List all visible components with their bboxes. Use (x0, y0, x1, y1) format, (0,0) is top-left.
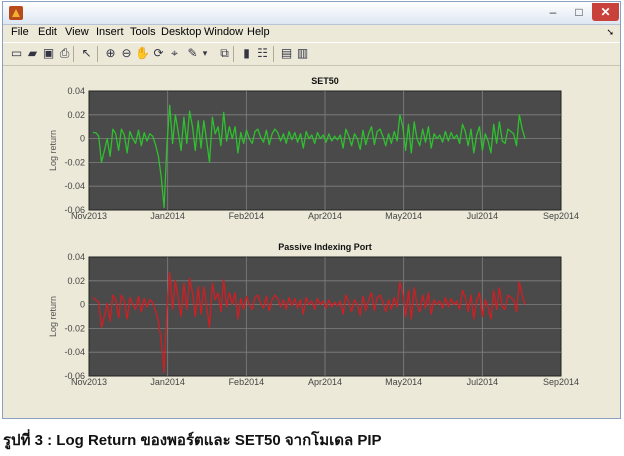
x-tick-label: Jul2014 (467, 377, 499, 387)
save-icon[interactable]: ▣ (42, 46, 55, 60)
x-tick-label: Apr2014 (308, 377, 342, 387)
y-tick-label: -0.04 (64, 347, 85, 357)
y-tick-label: -0.06 (64, 205, 85, 215)
y-tick-label: 0.04 (67, 252, 85, 262)
y-tick-label: -0.04 (64, 181, 85, 191)
chart-title: Passive Indexing Port (278, 242, 372, 252)
menu-edit[interactable]: Edit (38, 26, 57, 38)
toolbar-separator (73, 46, 74, 62)
toolbar-separator (97, 46, 98, 62)
legend-icon[interactable]: ☷ (257, 46, 268, 60)
y-tick-label: 0 (80, 300, 85, 310)
x-tick-label: Jul2014 (467, 211, 499, 221)
brush-icon[interactable]: ✎ (187, 46, 198, 60)
menu-bar: File Edit View Insert Tools Desktop Wind… (3, 24, 620, 42)
x-tick-label: Sep2014 (543, 211, 579, 221)
y-axis-label: Log return (48, 130, 58, 171)
zoom-out-icon[interactable]: ⊖ (121, 46, 132, 60)
menu-window[interactable]: Window (204, 26, 244, 38)
menubar-dock-arrow-icon[interactable]: ➘ (606, 27, 614, 37)
title-bar[interactable]: – □ ✕ (3, 2, 620, 25)
x-tick-label: Nov2013 (71, 211, 107, 221)
x-tick-label: Feb2014 (229, 211, 265, 221)
x-tick-label: Jan2014 (150, 377, 185, 387)
x-tick-label: Jan2014 (150, 211, 185, 221)
link-plot-icon[interactable]: ⧉ (220, 46, 229, 60)
x-tick-label: Sep2014 (543, 377, 579, 387)
open-file-icon[interactable]: ▰ (27, 46, 38, 60)
menu-view[interactable]: View (65, 26, 89, 38)
rotate-icon[interactable]: ⟳ (153, 46, 164, 60)
series-line-0 (92, 271, 526, 374)
y-axis-label: Log return (48, 296, 58, 337)
chart-title: SET50 (311, 76, 339, 86)
close-button[interactable]: ✕ (592, 3, 619, 21)
figure-window: – □ ✕ File Edit View Insert Tools Deskto… (2, 1, 621, 419)
x-tick-label: Feb2014 (229, 377, 265, 387)
menu-tools[interactable]: Tools (130, 26, 156, 38)
menu-file[interactable]: File (11, 26, 29, 38)
maximize-button[interactable]: □ (575, 5, 583, 19)
x-tick-label: May2014 (385, 377, 422, 387)
matlab-icon (9, 6, 23, 20)
pan-icon[interactable]: ✋ (135, 46, 150, 60)
show-tools-icon[interactable]: ▥ (296, 46, 309, 60)
hide-tools-icon[interactable]: ▤ (280, 46, 293, 60)
y-tick-label: -0.06 (64, 371, 85, 381)
x-tick-label: Nov2013 (71, 377, 107, 387)
zoom-in-icon[interactable]: ⊕ (105, 46, 116, 60)
figure-toolbar: ▭ ▰ ▣ ⎙ ↖ ⊕ ⊖ ✋ ⟳ ⌖ ✎ ▾ ⧉ ▮ ☷ ▤ ▥ (3, 42, 620, 66)
brush-dropdown-icon[interactable]: ▾ (202, 48, 208, 58)
menu-insert[interactable]: Insert (96, 26, 124, 38)
figure-caption: รูปที่ 3 : Log Return ของพอร์ตและ SET50 … (3, 432, 382, 449)
new-figure-icon[interactable]: ▭ (10, 46, 23, 60)
y-tick-label: 0 (80, 134, 85, 144)
series-line-0 (93, 104, 526, 209)
y-tick-label: 0.04 (67, 86, 85, 96)
menu-help[interactable]: Help (247, 26, 270, 38)
data-cursor-icon[interactable]: ⌖ (171, 46, 178, 60)
y-tick-label: 0.02 (67, 276, 85, 286)
minimize-button[interactable]: – (549, 5, 557, 19)
colorbar-icon[interactable]: ▮ (243, 46, 250, 60)
x-tick-label: Apr2014 (308, 211, 342, 221)
x-tick-label: May2014 (385, 211, 422, 221)
y-tick-label: 0.02 (67, 110, 85, 120)
y-tick-label: -0.02 (64, 323, 85, 333)
print-icon[interactable]: ⎙ (59, 46, 70, 60)
menu-desktop[interactable]: Desktop (161, 26, 202, 38)
toolbar-separator (233, 46, 234, 62)
toolbar-separator (273, 46, 274, 62)
y-tick-label: -0.02 (64, 157, 85, 167)
pointer-icon[interactable]: ↖ (81, 46, 92, 60)
